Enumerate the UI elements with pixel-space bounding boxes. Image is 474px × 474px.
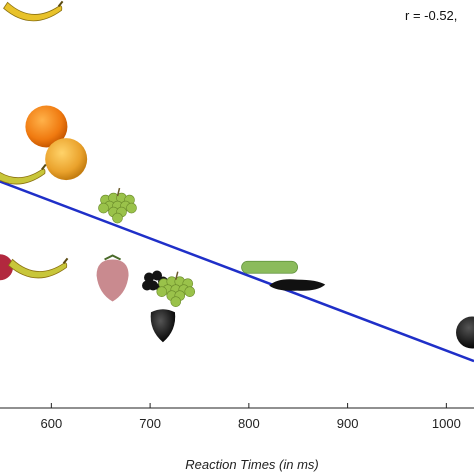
point-apple xyxy=(0,254,13,281)
x-ticks: 600 700 800 900 1000 xyxy=(40,403,461,431)
x-tick-label: 800 xyxy=(238,416,260,431)
x-tick-label: 900 xyxy=(337,416,359,431)
x-axis-title: Reaction Times (in ms) xyxy=(185,457,319,472)
point-strawberry xyxy=(96,254,129,302)
point-orange xyxy=(45,138,88,181)
x-tick-label: 1000 xyxy=(432,416,461,431)
point-orange xyxy=(25,105,68,148)
point-grapes xyxy=(98,187,137,224)
regression-line xyxy=(0,180,474,363)
point-banana xyxy=(8,257,69,279)
point-cucumber xyxy=(241,260,298,274)
point-banana xyxy=(0,163,47,185)
x-tick-label: 600 xyxy=(40,416,62,431)
correlation-annotation: r = -0.52, xyxy=(405,8,457,23)
point-banana xyxy=(3,0,64,22)
point-eggplant xyxy=(269,279,326,291)
x-tick-label: 700 xyxy=(139,416,161,431)
data-points xyxy=(0,0,474,349)
point-plum xyxy=(456,316,474,349)
point-grapes xyxy=(156,271,196,307)
point-eggplant xyxy=(150,309,176,343)
